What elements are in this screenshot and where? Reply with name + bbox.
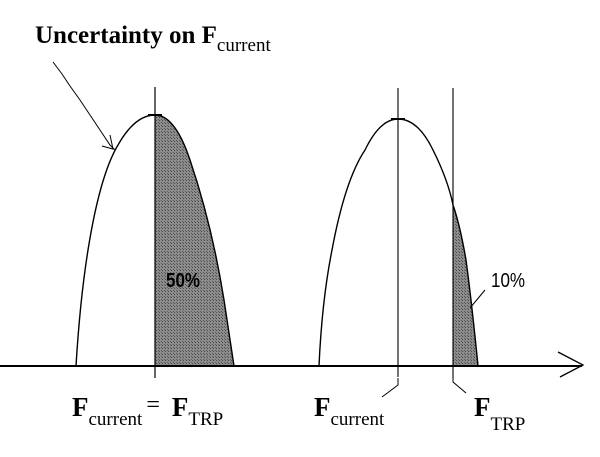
ftrp-leader-line <box>452 378 467 394</box>
fcurrent-subscript: current <box>88 409 143 430</box>
fcurrent-symbol: F <box>72 392 89 422</box>
title-pointer-arrow <box>52 61 116 151</box>
left-percent-label: 50% <box>166 270 201 292</box>
ftrp-symbol: F <box>171 392 189 422</box>
right-ftrp-label: FTRP <box>474 392 525 435</box>
title-subscript: current <box>216 35 271 56</box>
right-distribution <box>148 88 479 378</box>
right-curve <box>318 118 479 367</box>
ftrp-symbol: F <box>474 392 491 422</box>
left-distribution <box>75 87 235 378</box>
right-fcurrent-label: Fcurrent <box>314 392 384 430</box>
ten-percent-pointer <box>469 289 486 309</box>
diagram-title: Uncertainty on Fcurrent <box>35 22 271 56</box>
ftrp-subscript: TRP <box>188 409 224 430</box>
left-equation-label: Fcurrent= FTRP <box>72 392 223 430</box>
fcurrent-leader-line <box>381 378 399 398</box>
fcurrent-symbol: F <box>314 392 331 422</box>
x-axis <box>0 351 585 378</box>
axis-arrowhead <box>557 351 585 378</box>
right-percent-label: 10% <box>491 270 526 292</box>
fcurrent-subscript: current <box>330 409 385 430</box>
ftrp-subscript: TRP <box>490 414 526 435</box>
title-main: Uncertainty on F <box>35 22 217 49</box>
equals-sign: = <box>146 392 160 418</box>
left-shaded-area <box>155 115 234 366</box>
right-shaded-area <box>453 205 478 366</box>
